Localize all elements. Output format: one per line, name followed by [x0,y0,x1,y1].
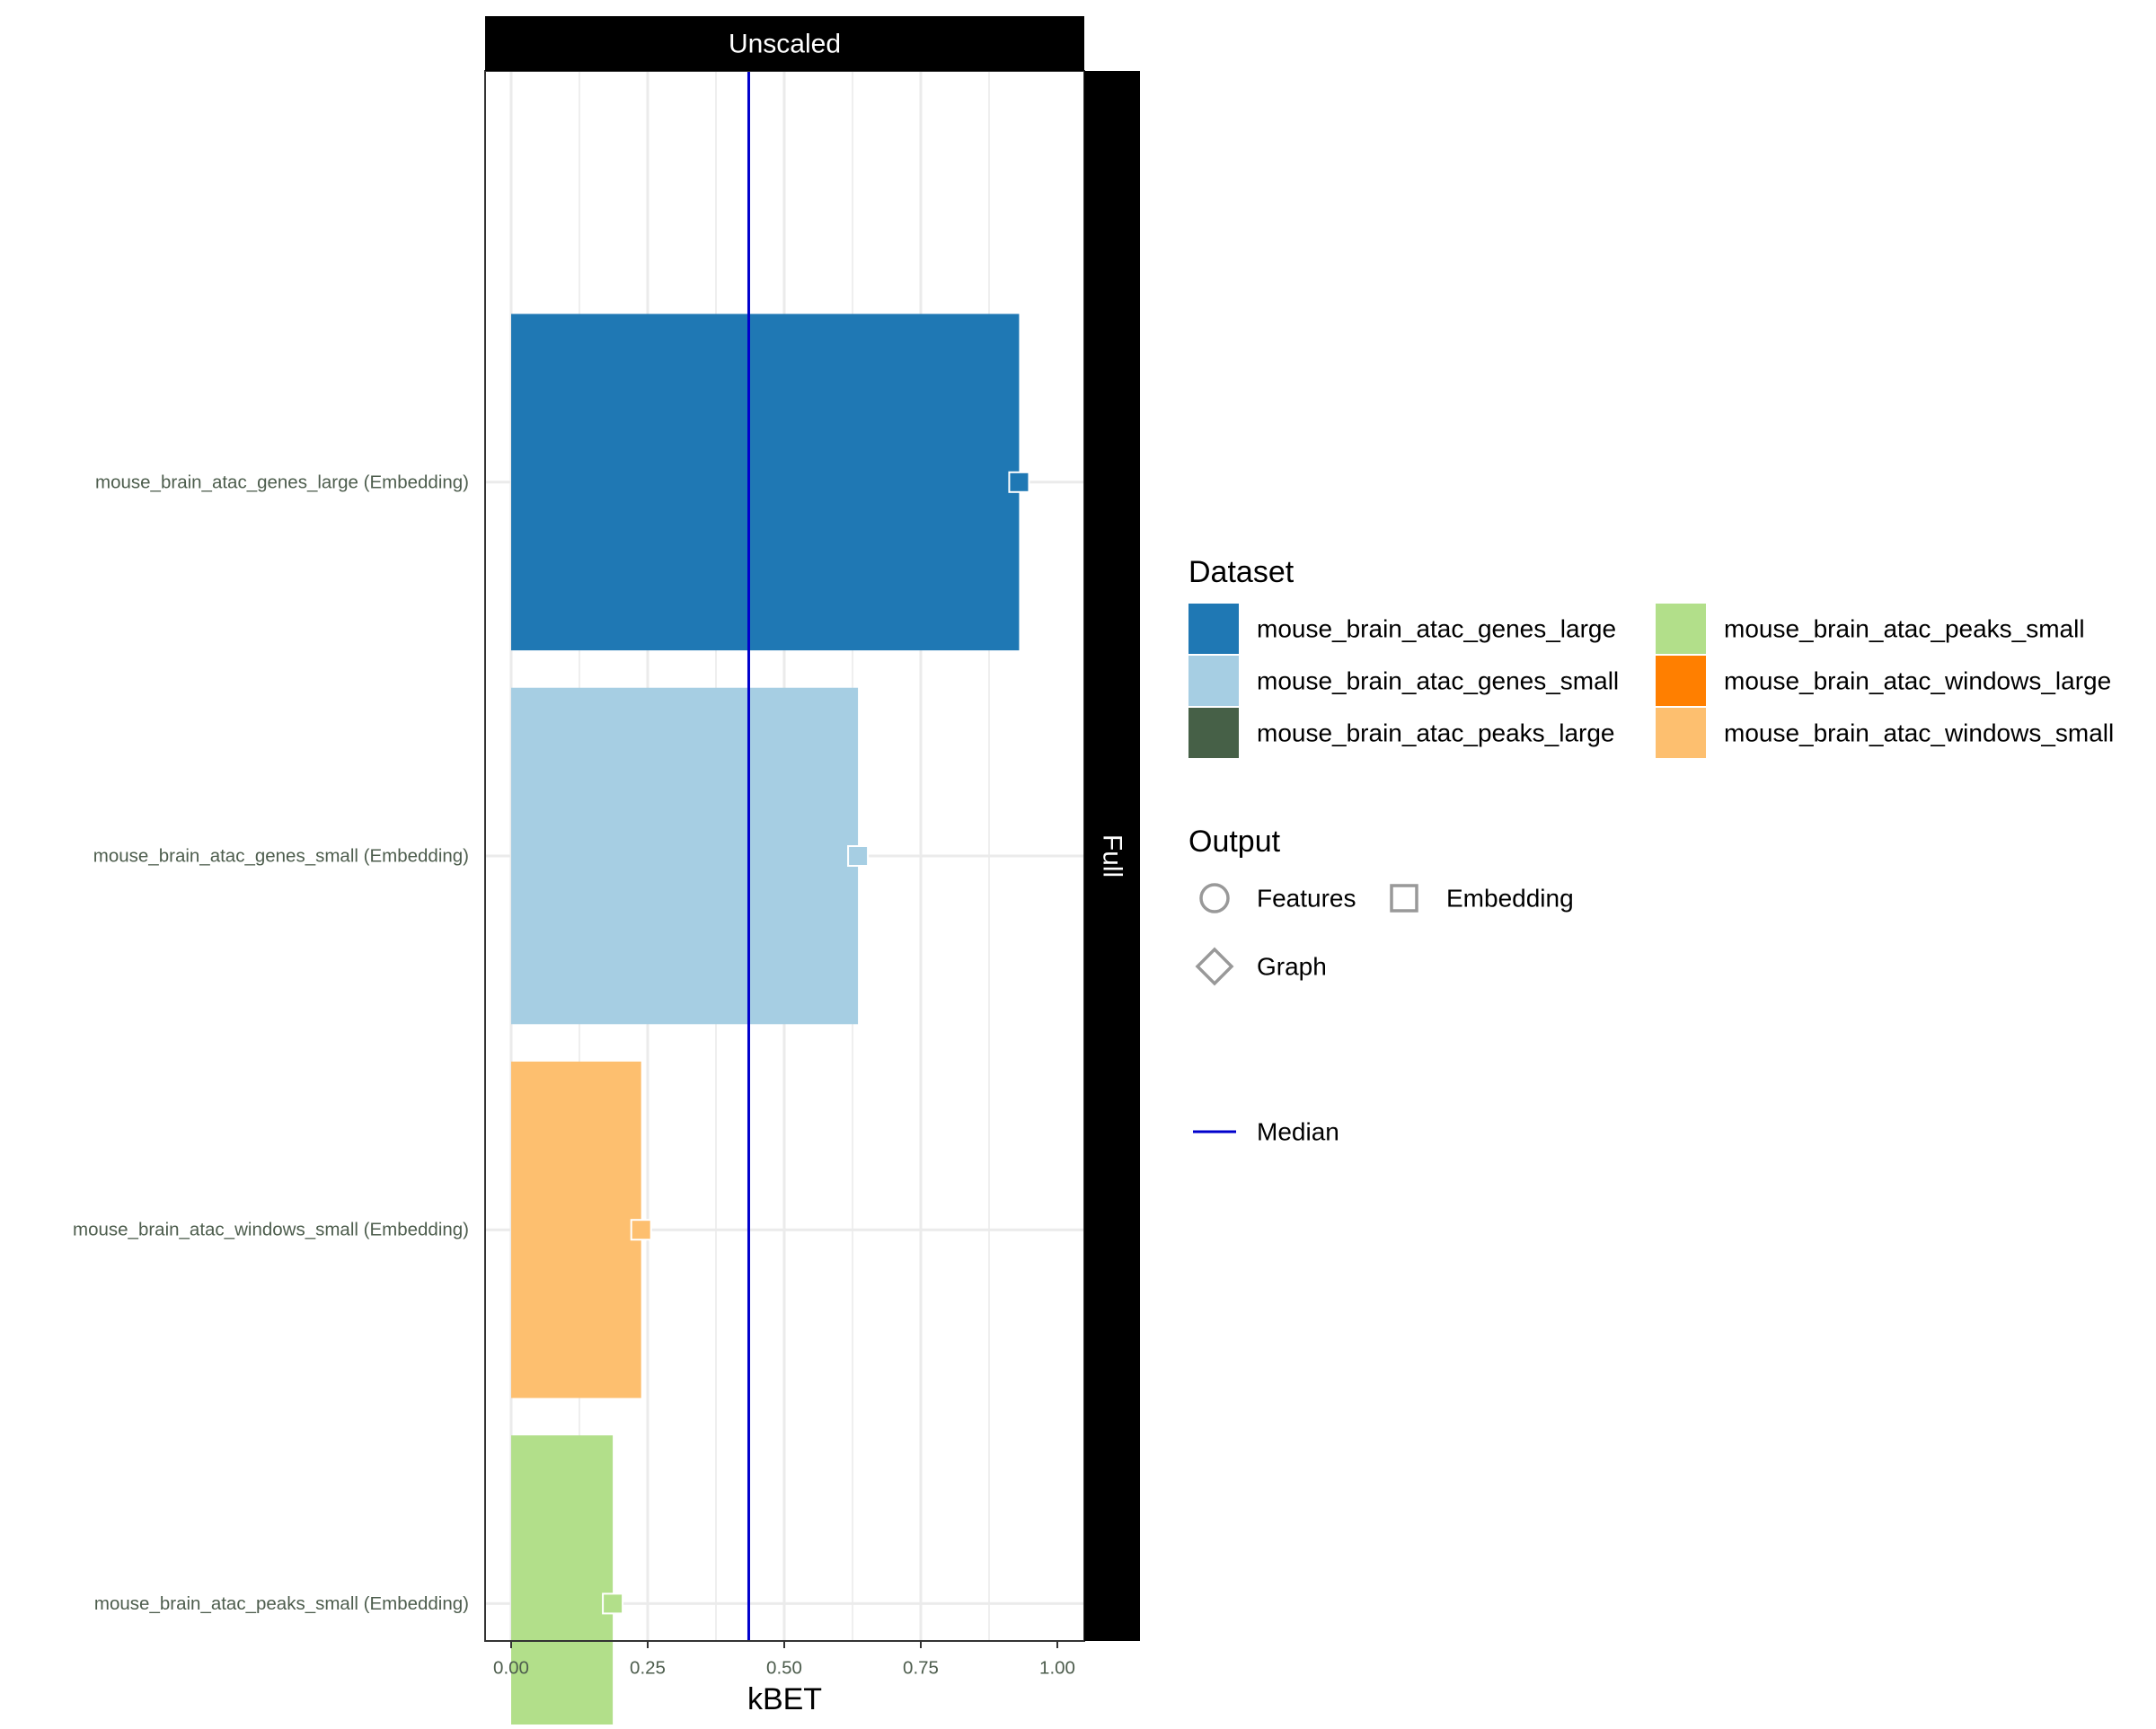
legend-swatch [1188,604,1239,654]
legend-label-dataset: mouse_brain_atac_peaks_large [1257,719,1615,747]
legend-label-dataset: mouse_brain_atac_peaks_small [1724,615,2085,643]
legend-label-dataset: mouse_brain_atac_windows_small [1724,719,2114,747]
y-tick-label: mouse_brain_atac_genes_small (Embedding) [93,846,469,867]
legend-label-dataset: mouse_brain_atac_genes_small [1257,667,1619,695]
y-tick-label: mouse_brain_atac_windows_small (Embeddin… [73,1220,469,1240]
legend-label-output: Features [1257,885,1356,913]
point-marker [1008,471,1030,493]
legend-swatch [1188,656,1239,706]
legend-label-dataset: mouse_brain_atac_genes_large [1257,615,1616,643]
x-tick-label: 1.00 [1039,1658,1075,1679]
x-tick-label: 0.00 [493,1658,529,1679]
legend-label-output: Embedding [1446,885,1574,913]
bar [511,1435,614,1729]
legend-swatch [1656,708,1706,758]
facet-label-right: Full [1098,834,1127,878]
circle-icon [1199,883,1230,913]
diamond-icon [1195,947,1234,986]
legend-swatch [1188,708,1239,758]
facet-strip-right [1084,71,1140,1641]
legend-swatch [1656,604,1706,654]
x-tick-label: 0.50 [766,1658,802,1679]
bar [511,687,859,1025]
point-marker [847,845,870,867]
x-tick-label: 0.25 [630,1658,666,1679]
legend-label-dataset: mouse_brain_atac_windows_large [1724,667,2111,695]
legend-title-output: Output [1188,825,1281,859]
y-tick-label: mouse_brain_atac_genes_large (Embedding) [95,472,469,492]
legend-title-dataset: Dataset [1188,555,1294,589]
legend-swatch [1656,656,1706,706]
x-axis-title: kBET [747,1682,822,1716]
bar [511,313,1020,651]
y-tick-label: mouse_brain_atac_peaks_small (Embedding) [94,1593,469,1614]
facet-strip-top [485,16,1084,71]
x-tick-label: 0.75 [903,1658,939,1679]
square-icon [1390,884,1418,913]
facet-label-top: Unscaled [729,30,841,59]
point-marker [602,1592,624,1615]
legend-label-median: Median [1257,1118,1339,1146]
point-marker [630,1219,652,1241]
legend-label-output: Graph [1257,953,1327,981]
bar [511,1061,641,1398]
